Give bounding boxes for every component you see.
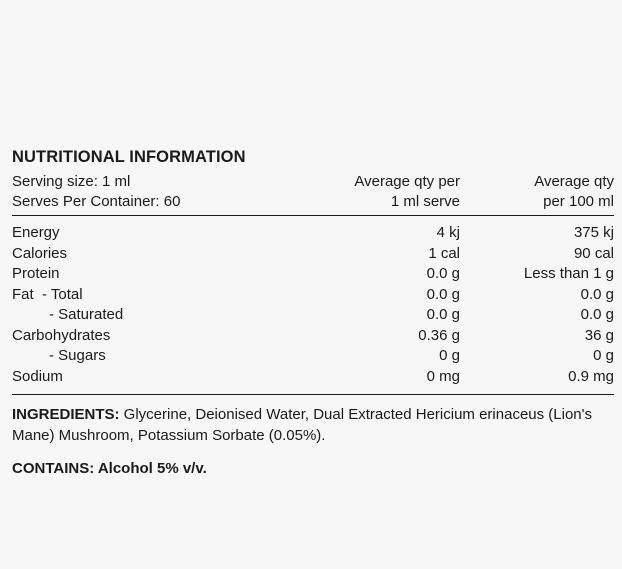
table-row: Protein 0.0 g Less than 1 g xyxy=(12,264,614,285)
per-serve-value: 0.36 g xyxy=(418,326,460,344)
nutrient-sublabel: - Sugars xyxy=(49,347,106,364)
nutrient-label: Calories xyxy=(12,244,68,262)
contains-statement: CONTAINS: Alcohol 5% v/v. xyxy=(12,460,207,477)
table-row: Calories 1 cal 90 cal xyxy=(12,244,614,265)
nutrient-label: Sodium xyxy=(12,367,63,385)
col-per-serve-header-line2: 1 ml serve xyxy=(390,192,460,210)
serving-size: Serving size: 1 ml xyxy=(12,173,131,190)
per-100-value: 375 kj xyxy=(573,224,614,241)
ingredients-label: INGREDIENTS: xyxy=(12,406,120,423)
ingredients-statement: INGREDIENTS: Glycerine, Deionised Water,… xyxy=(12,404,614,446)
table-row: Carbohydrates 0.36 g 36 g xyxy=(12,326,614,347)
header-row-2: Serves Per Container: 60 1 ml serve per … xyxy=(12,192,614,212)
per-serve-value: 0.0 g xyxy=(426,306,460,323)
nutrient-label: Energy xyxy=(12,224,60,241)
per-100-value: 0.0 g xyxy=(580,306,614,323)
per-100-value: 0.9 mg xyxy=(568,367,614,385)
nutrient-sublabel: - Saturated xyxy=(49,306,124,323)
ingredients-text: Glycerine, Deionised Water, Dual Extract… xyxy=(12,406,593,444)
nutrition-title: NUTRITIONAL INFORMATION xyxy=(12,148,246,166)
col-per-100-header-line2: per 100 ml xyxy=(543,192,614,210)
per-serve-value: 0 g xyxy=(439,347,460,364)
footer-divider xyxy=(12,394,614,395)
per-serve-value: 1 cal xyxy=(428,244,460,262)
col-per-serve-header-line1: Average qty per xyxy=(354,173,460,190)
header-divider xyxy=(12,215,614,216)
nutrient-table-body: Energy 4 kj 375 kj Calories 1 cal 90 cal… xyxy=(12,223,614,387)
per-serve-value: 0.0 g xyxy=(426,265,460,282)
table-row: Fat - Total 0.0 g 0.0 g xyxy=(12,285,614,306)
serves-per-container: Serves Per Container: 60 xyxy=(12,192,181,210)
nutrient-label: Protein xyxy=(12,265,60,282)
table-row: - Saturated 0.0 g 0.0 g xyxy=(12,305,614,326)
per-100-value: 0.0 g xyxy=(580,285,614,303)
table-row: Energy 4 kj 375 kj xyxy=(12,223,614,244)
per-serve-value: 4 kj xyxy=(436,224,460,241)
per-serve-value: 0 mg xyxy=(426,367,460,385)
per-100-value: 36 g xyxy=(584,326,614,344)
nutrition-panel: NUTRITIONAL INFORMATION Serving size: 1 … xyxy=(12,147,614,479)
nutrient-label: Fat - Total xyxy=(12,285,83,303)
table-row: Sodium 0 mg 0.9 mg xyxy=(12,367,614,388)
per-100-value: Less than 1 g xyxy=(523,265,614,282)
header-row-1: Serving size: 1 ml Average qty per Avera… xyxy=(12,172,614,192)
nutrient-label: Carbohydrates xyxy=(12,326,111,344)
col-per-100-header-line1: Average qty xyxy=(534,173,614,190)
per-100-value: 90 cal xyxy=(573,244,614,262)
per-serve-value: 0.0 g xyxy=(426,285,460,303)
per-100-value: 0 g xyxy=(593,347,614,364)
table-header: Serving size: 1 ml Average qty per Avera… xyxy=(12,172,614,211)
table-row: - Sugars 0 g 0 g xyxy=(12,346,614,367)
